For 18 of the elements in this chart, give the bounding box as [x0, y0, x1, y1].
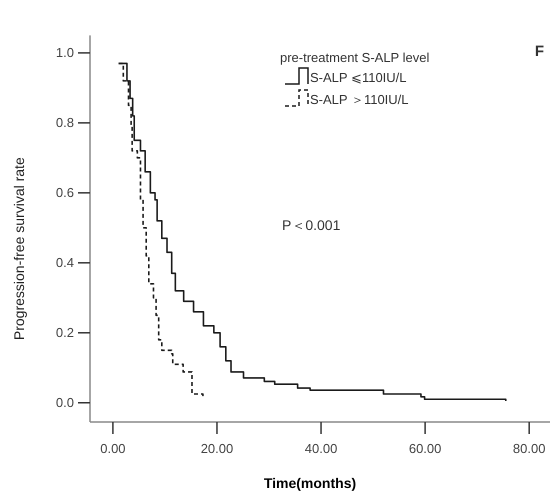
x-tick-label: 40.00: [304, 441, 338, 456]
legend-label: S-ALP ＞110IU/L: [310, 92, 409, 107]
y-axis-title: Progression-free survival rate: [11, 157, 27, 340]
x-tick-label: 80.00: [512, 441, 546, 456]
y-tick-label: 0.0: [56, 394, 74, 410]
annotation: P＜0.001: [282, 217, 341, 233]
legend-label: S-ALP ⩽110IU/L: [310, 70, 407, 85]
y-tick-label: 0.8: [56, 115, 74, 130]
legend-title: pre-treatment S-ALP level: [280, 50, 430, 65]
y-tick-label: 0.6: [56, 185, 74, 200]
x-tick-label: 20.00: [200, 441, 234, 456]
x-tick-label: 60.00: [408, 441, 442, 456]
y-tick-label: 0.4: [56, 254, 74, 270]
y-tick-label: 0.2: [56, 324, 74, 340]
x-axis-title: Time(months): [264, 475, 356, 491]
annotation: F: [534, 43, 544, 60]
x-tick-label: 0.00: [100, 441, 126, 456]
y-tick-label: 1.0: [56, 45, 74, 60]
